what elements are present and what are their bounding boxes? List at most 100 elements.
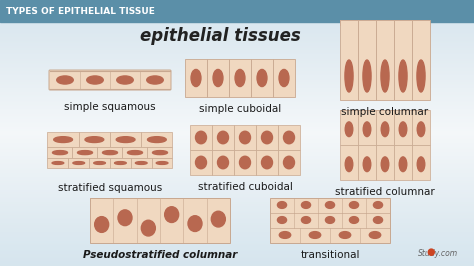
Bar — [190, 125, 212, 150]
Ellipse shape — [239, 156, 250, 169]
Bar — [234, 150, 256, 175]
Ellipse shape — [235, 69, 245, 86]
Ellipse shape — [164, 207, 179, 222]
Bar — [358, 20, 376, 100]
Bar — [141, 132, 173, 147]
Bar — [79, 132, 110, 147]
Bar — [340, 145, 358, 180]
Bar — [122, 147, 147, 158]
Ellipse shape — [279, 69, 289, 86]
Ellipse shape — [374, 202, 383, 208]
Bar — [376, 145, 394, 180]
Ellipse shape — [257, 69, 267, 86]
Bar — [278, 150, 300, 175]
Bar — [376, 20, 394, 100]
Ellipse shape — [345, 122, 353, 137]
Ellipse shape — [53, 151, 67, 155]
Ellipse shape — [147, 76, 163, 84]
Bar — [278, 125, 300, 150]
Ellipse shape — [283, 156, 294, 169]
Bar — [147, 147, 173, 158]
Ellipse shape — [363, 60, 371, 92]
Bar — [47, 147, 73, 158]
Bar — [358, 110, 376, 145]
Bar — [207, 59, 229, 97]
Bar — [212, 125, 234, 150]
Ellipse shape — [301, 217, 310, 223]
Text: simple cuboidal: simple cuboidal — [199, 104, 281, 114]
FancyBboxPatch shape — [49, 70, 171, 90]
Ellipse shape — [277, 202, 287, 208]
Bar — [376, 110, 394, 145]
Ellipse shape — [147, 137, 166, 143]
Ellipse shape — [381, 60, 389, 92]
Ellipse shape — [399, 157, 407, 172]
Ellipse shape — [218, 131, 228, 144]
Text: TYPES OF EPITHELIAL TISSUE: TYPES OF EPITHELIAL TISSUE — [6, 6, 155, 15]
Ellipse shape — [153, 151, 167, 155]
Ellipse shape — [310, 232, 321, 238]
Bar — [340, 110, 358, 145]
Ellipse shape — [141, 220, 155, 236]
Bar — [412, 110, 430, 145]
Ellipse shape — [363, 157, 371, 172]
Ellipse shape — [349, 217, 358, 223]
Bar — [152, 158, 173, 168]
Bar — [358, 145, 376, 180]
Ellipse shape — [211, 211, 225, 227]
Text: stratified columnar: stratified columnar — [335, 187, 435, 197]
Bar — [251, 59, 273, 97]
Ellipse shape — [156, 162, 168, 164]
Bar — [110, 158, 131, 168]
Ellipse shape — [85, 137, 104, 143]
Ellipse shape — [115, 162, 126, 164]
Ellipse shape — [345, 157, 353, 172]
Ellipse shape — [188, 216, 202, 231]
Text: Pseudostratified columnar: Pseudostratified columnar — [83, 250, 237, 260]
Ellipse shape — [102, 151, 118, 155]
Ellipse shape — [262, 131, 273, 144]
Bar — [273, 59, 295, 97]
Ellipse shape — [369, 232, 381, 238]
Ellipse shape — [399, 122, 407, 137]
Bar — [340, 20, 430, 26]
Ellipse shape — [363, 122, 371, 137]
Bar — [89, 158, 110, 168]
Bar — [0, 0, 474, 22]
Bar — [90, 197, 230, 202]
Bar — [340, 110, 430, 114]
Bar — [131, 158, 152, 168]
Ellipse shape — [349, 202, 358, 208]
Bar — [73, 147, 98, 158]
Bar — [394, 110, 412, 145]
Ellipse shape — [218, 156, 228, 169]
Ellipse shape — [417, 157, 425, 172]
Bar — [185, 59, 207, 97]
Ellipse shape — [326, 202, 335, 208]
Ellipse shape — [78, 151, 92, 155]
Text: transitional: transitional — [300, 250, 360, 260]
Ellipse shape — [262, 156, 273, 169]
Ellipse shape — [87, 76, 103, 84]
Ellipse shape — [52, 162, 64, 164]
Bar — [256, 125, 278, 150]
Bar — [47, 158, 68, 168]
Ellipse shape — [339, 232, 351, 238]
Bar — [98, 147, 122, 158]
Bar — [212, 150, 234, 175]
Text: stratified squamous: stratified squamous — [58, 183, 162, 193]
Ellipse shape — [191, 69, 201, 86]
Bar — [68, 158, 89, 168]
Bar — [412, 145, 430, 180]
Ellipse shape — [399, 60, 407, 92]
Ellipse shape — [301, 202, 310, 208]
Ellipse shape — [195, 131, 207, 144]
Ellipse shape — [283, 131, 294, 144]
Text: Study.com: Study.com — [418, 249, 458, 258]
Ellipse shape — [381, 157, 389, 172]
Text: ●: ● — [427, 247, 435, 257]
Bar — [229, 59, 251, 97]
Ellipse shape — [54, 137, 73, 143]
Bar — [90, 197, 230, 243]
Ellipse shape — [381, 122, 389, 137]
